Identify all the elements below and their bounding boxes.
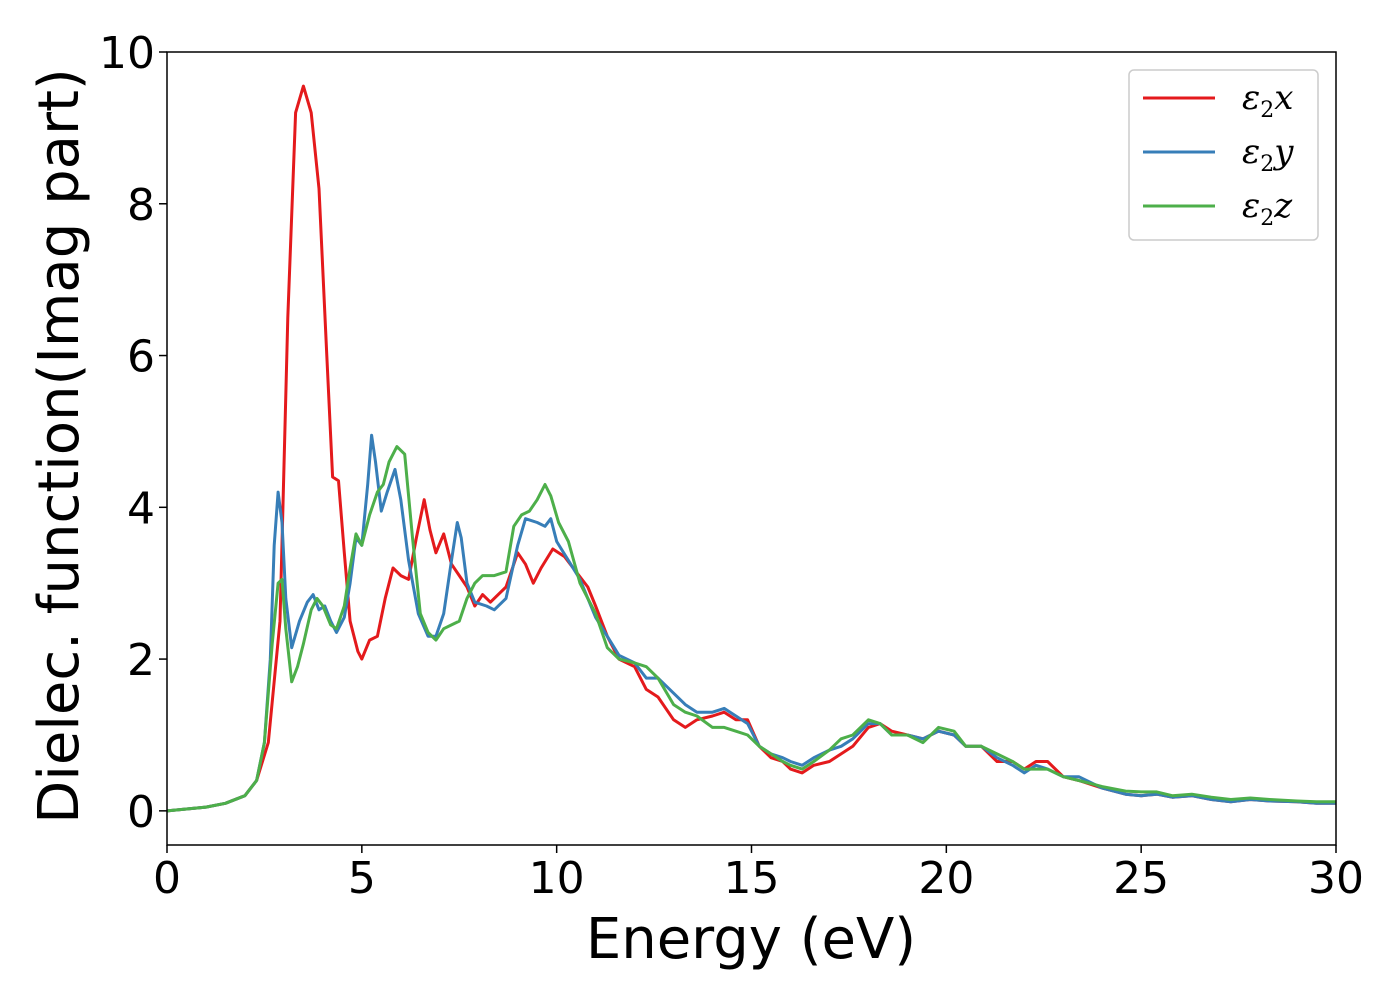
- x-axis-label: Energy (eV): [586, 907, 916, 972]
- y-tick-label: 2: [127, 635, 155, 686]
- plot-area: [167, 84, 1336, 813]
- y-tick-label: 10: [99, 28, 155, 79]
- legend-label-z: ε2z: [1242, 186, 1293, 231]
- legend-label-x: ε2x: [1242, 78, 1293, 123]
- x-tick-label: 10: [529, 853, 585, 904]
- legend-label-y: ε2y: [1242, 132, 1294, 177]
- series-line-z: [167, 445, 1336, 813]
- y-tick-label: 8: [127, 180, 155, 231]
- x-tick-label: 5: [348, 853, 376, 904]
- axes: 0 5 10 15 20 25 30 0 2 4 6 8 10: [99, 28, 1364, 904]
- series-line-y: [167, 433, 1336, 813]
- legend: ε2x ε2y ε2z: [1128, 69, 1319, 241]
- y-tick-label: 0: [127, 787, 155, 838]
- y-axis-label: Dielec. function(Imag part): [27, 68, 92, 824]
- y-tick-label: 6: [127, 332, 155, 383]
- x-tick-label: 20: [918, 853, 974, 904]
- y-tick-label: 4: [127, 483, 155, 534]
- x-tick-label: 30: [1308, 853, 1364, 904]
- x-tick-label: 0: [153, 853, 181, 904]
- legend-box: [1128, 69, 1319, 241]
- x-tick-label: 25: [1113, 853, 1169, 904]
- x-tick-label: 15: [724, 853, 780, 904]
